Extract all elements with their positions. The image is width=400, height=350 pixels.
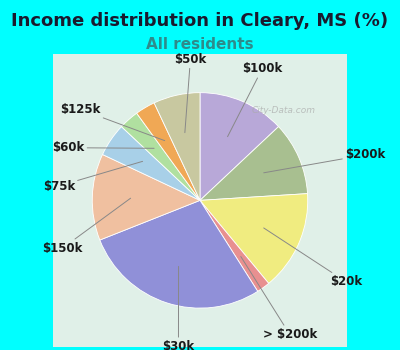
- Text: All residents: All residents: [146, 37, 254, 52]
- Text: > $200k: > $200k: [241, 257, 317, 341]
- FancyBboxPatch shape: [53, 54, 347, 347]
- Text: $200k: $200k: [264, 148, 385, 173]
- Wedge shape: [102, 127, 200, 200]
- Wedge shape: [200, 200, 269, 291]
- Text: $50k: $50k: [174, 52, 206, 133]
- Wedge shape: [100, 200, 258, 308]
- Text: $75k: $75k: [43, 161, 142, 192]
- Text: $125k: $125k: [60, 103, 165, 141]
- Text: $150k: $150k: [42, 198, 131, 255]
- Wedge shape: [200, 127, 308, 200]
- Wedge shape: [137, 103, 200, 200]
- Wedge shape: [154, 93, 200, 200]
- Text: $30k: $30k: [162, 266, 194, 350]
- Text: $100k: $100k: [228, 62, 282, 136]
- Text: City-Data.com: City-Data.com: [252, 106, 316, 115]
- Text: $60k: $60k: [52, 141, 154, 154]
- Wedge shape: [92, 154, 200, 240]
- Text: Income distribution in Cleary, MS (%): Income distribution in Cleary, MS (%): [12, 12, 388, 30]
- Text: $20k: $20k: [264, 228, 362, 288]
- Wedge shape: [200, 194, 308, 284]
- Wedge shape: [122, 113, 200, 200]
- Wedge shape: [200, 93, 278, 200]
